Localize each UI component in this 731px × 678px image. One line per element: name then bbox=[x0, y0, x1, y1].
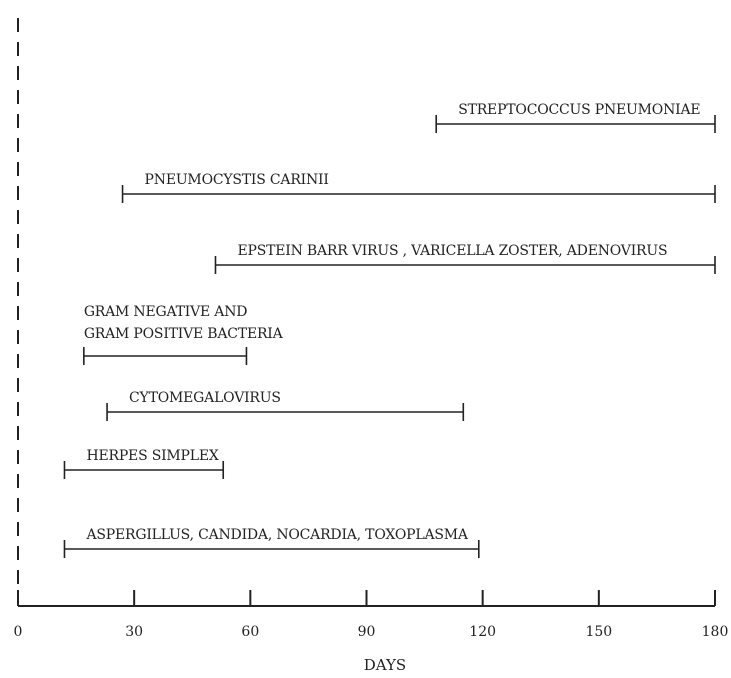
pathogen-label: GRAM NEGATIVE AND GRAM POSITIVE BACTERIA bbox=[84, 304, 284, 342]
pathogen-label: STREPTOCOCCUS PNEUMONIAE bbox=[458, 102, 700, 118]
x-tick-label: 0 bbox=[14, 624, 23, 640]
x-tick-label: 90 bbox=[358, 624, 376, 640]
pathogen-label: ASPERGILLUS, CANDIDA, NOCARDIA, TOXOPLAS… bbox=[85, 527, 468, 543]
pathogen-bar-group: HERPES SIMPLEX bbox=[63, 448, 225, 479]
x-tick-label: 180 bbox=[702, 624, 729, 640]
x-tick-label: 30 bbox=[125, 624, 143, 640]
pathogen-label: HERPES SIMPLEX bbox=[86, 448, 218, 464]
pathogen-label: EPSTEIN BARR VIRUS , VARICELLA ZOSTER, A… bbox=[237, 243, 667, 259]
x-tick-label: 120 bbox=[469, 624, 496, 640]
pathogen-bar-group: STREPTOCOCCUS PNEUMONIAE bbox=[435, 102, 716, 133]
x-axis-ticks: 0 30 60 90 120 150 180 bbox=[14, 590, 729, 640]
pathogen-bar-group: CYTOMEGALOVIRUS bbox=[106, 390, 465, 421]
x-tick-label: 60 bbox=[241, 624, 259, 640]
pathogen-label: CYTOMEGALOVIRUS bbox=[129, 390, 281, 406]
pathogen-bar-group: GRAM NEGATIVE AND GRAM POSITIVE BACTERIA bbox=[83, 304, 284, 365]
x-tick-label: 150 bbox=[585, 624, 612, 640]
pathogen-bar-group: PNEUMOCYSTIS CARINII bbox=[121, 172, 716, 203]
pathogen-bar-group: EPSTEIN BARR VIRUS , VARICELLA ZOSTER, A… bbox=[214, 243, 716, 274]
pathogen-bar-group: ASPERGILLUS, CANDIDA, NOCARDIA, TOXOPLAS… bbox=[63, 527, 480, 558]
x-axis-title: DAYS bbox=[364, 656, 406, 674]
pathogen-bars: STREPTOCOCCUS PNEUMONIAE PNEUMOCYSTIS CAR… bbox=[63, 102, 716, 558]
pathogen-label: PNEUMOCYSTIS CARINII bbox=[145, 172, 329, 188]
